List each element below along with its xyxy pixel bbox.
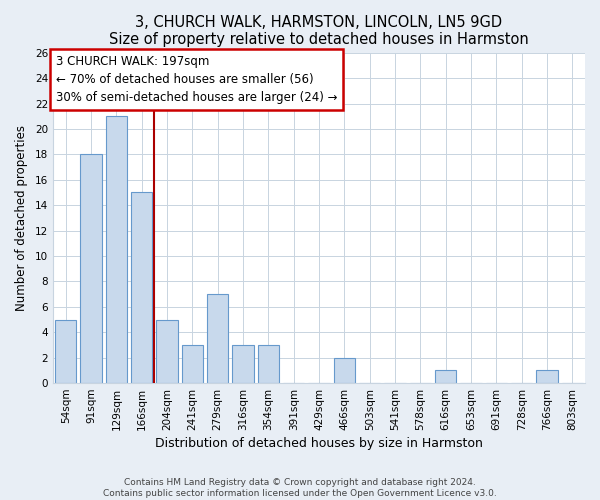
Bar xyxy=(131,192,152,383)
Bar xyxy=(80,154,102,383)
Title: 3, CHURCH WALK, HARMSTON, LINCOLN, LN5 9GD
Size of property relative to detached: 3, CHURCH WALK, HARMSTON, LINCOLN, LN5 9… xyxy=(109,15,529,48)
Text: 3 CHURCH WALK: 197sqm
← 70% of detached houses are smaller (56)
30% of semi-deta: 3 CHURCH WALK: 197sqm ← 70% of detached … xyxy=(56,56,338,104)
Y-axis label: Number of detached properties: Number of detached properties xyxy=(15,125,28,311)
Bar xyxy=(257,345,279,383)
Bar xyxy=(182,345,203,383)
Bar xyxy=(106,116,127,383)
Bar xyxy=(156,320,178,383)
Bar xyxy=(334,358,355,383)
Bar xyxy=(232,345,254,383)
Text: Contains HM Land Registry data © Crown copyright and database right 2024.
Contai: Contains HM Land Registry data © Crown c… xyxy=(103,478,497,498)
Bar xyxy=(207,294,229,383)
Bar xyxy=(55,320,76,383)
X-axis label: Distribution of detached houses by size in Harmston: Distribution of detached houses by size … xyxy=(155,437,483,450)
Bar xyxy=(435,370,457,383)
Bar xyxy=(536,370,558,383)
